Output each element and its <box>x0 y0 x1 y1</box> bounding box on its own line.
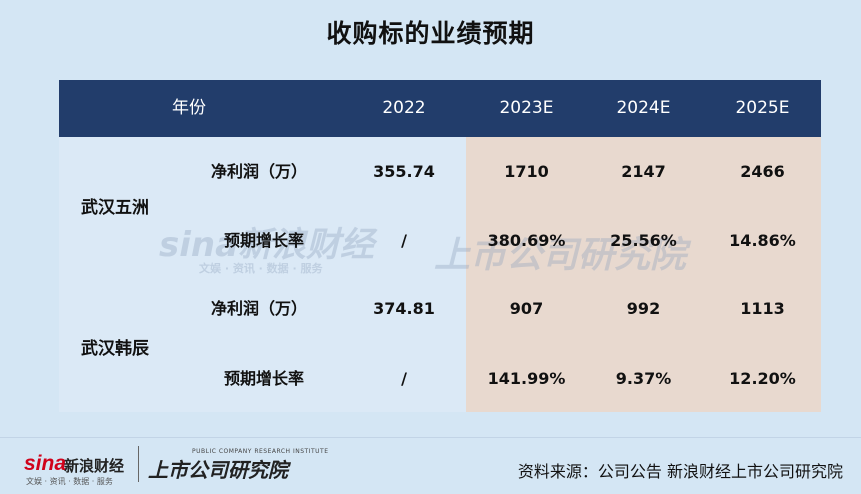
table-cell: 374.81 <box>373 299 435 318</box>
performance-table: 年份 2022 2023E 2024E 2025E sina新浪财经 文娱 · … <box>59 80 821 412</box>
header-2024e: 2024E <box>616 98 671 118</box>
company-hanchen: 武汉韩辰 <box>81 339 149 359</box>
metric-label: 净利润（万） <box>210 299 307 318</box>
sina-logo-name: 新浪财经 <box>64 457 125 475</box>
company-wuzhou: 武汉五洲 <box>81 198 149 218</box>
table-cell: 141.99% <box>487 369 566 388</box>
logo-divider <box>138 446 139 482</box>
watermark-sina: sina新浪财经 <box>159 225 375 265</box>
table-cell: 355.74 <box>373 162 435 181</box>
header-year: 年份 <box>172 98 206 118</box>
table-cell: 14.86% <box>729 231 796 250</box>
table-cell: 9.37% <box>615 369 672 388</box>
watermark-sina-sub: 文娱 · 资讯 · 数据 · 服务 <box>199 262 323 275</box>
metric-label: 预期增长率 <box>223 231 304 250</box>
table-cell: / <box>401 231 407 250</box>
page-title: 收购标的业绩预期 <box>326 19 535 48</box>
table-cell: 1113 <box>740 299 785 318</box>
sina-logo-subtitle: 文娱 · 资讯 · 数据 · 服务 <box>26 477 113 486</box>
forecast-shading <box>466 137 821 412</box>
table-cell: 12.20% <box>729 369 796 388</box>
institute-english-name: PUBLIC COMPANY RESEARCH INSTITUTE <box>192 448 329 455</box>
header-2025e: 2025E <box>735 98 790 118</box>
table-cell: 380.69% <box>487 231 566 250</box>
table-cell: 907 <box>509 299 544 318</box>
table-cell: / <box>401 369 407 388</box>
watermark-institute: 上市公司研究院 <box>434 235 687 276</box>
table-header: 年份 2022 2023E 2024E 2025E <box>59 80 821 137</box>
source-note: 资料来源：公司公告 新浪财经上市公司研究院 <box>517 462 843 481</box>
table-cell: 2466 <box>740 162 785 181</box>
sina-logo-mark: sina <box>24 452 67 475</box>
metric-label: 净利润（万） <box>210 162 307 181</box>
table-cell: 2147 <box>621 162 666 181</box>
table-cell: 1710 <box>504 162 549 181</box>
table-cell: 992 <box>626 299 661 318</box>
table-cell: 25.56% <box>610 231 677 250</box>
metric-label: 预期增长率 <box>223 369 304 388</box>
header-2023e: 2023E <box>499 98 554 118</box>
footer-divider <box>0 437 861 438</box>
header-2022: 2022 <box>382 98 426 118</box>
institute-name: 上市公司研究院 <box>148 458 288 482</box>
